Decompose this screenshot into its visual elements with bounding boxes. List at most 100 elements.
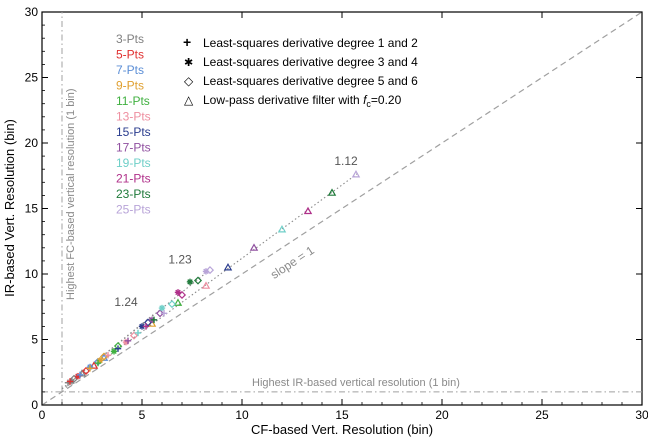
data-point-diamond bbox=[81, 366, 91, 375]
data-point-diamond bbox=[177, 290, 187, 300]
data-point-plus bbox=[150, 316, 158, 324]
data-point-diamond bbox=[193, 276, 203, 285]
y-axis-label: IR-based Vert. Resolution (bin) bbox=[2, 119, 17, 297]
filter-legend-item-2: ✱ Least-squares derivative degree 3 and … bbox=[184, 55, 418, 69]
data-point-plus bbox=[134, 329, 142, 337]
series-legend-item: 13-Pts bbox=[116, 110, 151, 124]
data-point-triangle bbox=[173, 298, 183, 306]
data-point-plus bbox=[86, 365, 94, 372]
y-tick-label: 0 bbox=[31, 398, 38, 412]
point-shape bbox=[167, 300, 177, 309]
y-tick-label: 25 bbox=[25, 71, 39, 85]
data-point-asterisk bbox=[158, 304, 166, 312]
point-shape bbox=[129, 331, 139, 340]
data-point-plus bbox=[160, 310, 168, 317]
series-legend-item: 7-Pts bbox=[116, 63, 144, 77]
filter-legend-label: Low-pass derivative filter with fc=0.20 bbox=[203, 93, 402, 109]
data-point-diamond bbox=[167, 300, 177, 309]
series-legend-item: 17-Pts bbox=[116, 141, 151, 155]
fc-subscript: c bbox=[366, 99, 371, 109]
y-tick-label: 5 bbox=[31, 333, 38, 347]
data-point-triangle bbox=[277, 225, 287, 233]
axis-ticks: 0 5 10 15 20 25 30 0 5 10 15 20 25 30 bbox=[25, 5, 648, 422]
x-tick-label: 0 bbox=[39, 408, 46, 422]
asterisk-symbol-icon: ✱ bbox=[184, 57, 193, 69]
point-stroke bbox=[175, 289, 181, 296]
point-stroke bbox=[187, 279, 193, 285]
y-tick-label: 10 bbox=[25, 267, 39, 281]
fc-symbol: f bbox=[363, 93, 368, 107]
data-point-triangle bbox=[327, 188, 337, 196]
series-legend-item: 19-Pts bbox=[116, 156, 151, 170]
point-shape bbox=[327, 188, 337, 196]
reference-lines bbox=[41, 11, 643, 406]
data-point-plus bbox=[104, 352, 112, 359]
point-stroke bbox=[159, 305, 165, 311]
filter-legend-item-4: △ Low-pass derivative filter with fc=0.2… bbox=[184, 93, 402, 109]
ir-limit-label: Highest IR-based vertical resolution (1 … bbox=[252, 377, 460, 389]
filter-legend-text: Low-pass derivative filter with bbox=[203, 93, 363, 107]
triangle-symbol-icon: △ bbox=[184, 93, 194, 107]
y-tick-label: 30 bbox=[25, 5, 39, 19]
filter-legend-item-1: + Least-squares derivative degree 1 and … bbox=[183, 34, 418, 50]
fc-limit-label: Highest FC-based vertical resolution (1 … bbox=[65, 88, 77, 300]
data-point-asterisk bbox=[174, 289, 182, 296]
data-point-plus bbox=[76, 371, 84, 379]
data-point-plus bbox=[124, 337, 132, 345]
filter-legend-label: Least-squares derivative degree 5 and 6 bbox=[203, 74, 418, 88]
series-legend-item: 11-Pts bbox=[116, 94, 150, 108]
point-shape bbox=[223, 263, 233, 271]
data-point-diamond bbox=[129, 331, 139, 340]
point-stroke bbox=[111, 348, 117, 355]
x-tick-label: 5 bbox=[139, 408, 146, 422]
point-shape bbox=[173, 298, 183, 306]
data-point-plus bbox=[114, 345, 122, 352]
data-point-triangle bbox=[223, 263, 233, 271]
filter-legend-item-3: ◇ Least-squares derivative degree 5 and … bbox=[184, 74, 418, 88]
data-point-diamond bbox=[155, 309, 165, 318]
filter-legend-label: Least-squares derivative degree 3 and 4 bbox=[203, 55, 418, 69]
data-point-triangle bbox=[201, 281, 211, 289]
fit-slope-label: 1.23 bbox=[168, 252, 192, 266]
data-point-asterisk bbox=[110, 348, 118, 355]
fit-slope-label: 1.24 bbox=[114, 295, 138, 309]
series-legend-item: 15-Pts bbox=[116, 125, 151, 139]
data-point-plus bbox=[66, 378, 74, 385]
plus-symbol-icon: + bbox=[183, 34, 191, 50]
series-legend-item: 9-Pts bbox=[116, 79, 144, 93]
filter-legend-label: Least-squares derivative degree 1 and 2 bbox=[203, 36, 418, 50]
point-shape bbox=[249, 243, 259, 251]
x-tick-label: 30 bbox=[635, 408, 648, 422]
data-point-diamond bbox=[205, 266, 215, 275]
series-legend-item: 3-Pts bbox=[116, 32, 144, 46]
point-shape bbox=[351, 170, 361, 178]
fit-slope-label: 1.12 bbox=[334, 154, 358, 168]
point-shape bbox=[205, 266, 215, 275]
x-tick-label: 15 bbox=[335, 408, 349, 422]
data-point-plus bbox=[94, 359, 102, 367]
series-legend-item: 25-Pts bbox=[116, 203, 151, 217]
point-shape bbox=[277, 225, 287, 233]
data-point-triangle bbox=[303, 206, 313, 215]
point-shape bbox=[81, 366, 91, 375]
point-shape bbox=[201, 281, 211, 289]
x-tick-label: 25 bbox=[535, 408, 549, 422]
point-stroke bbox=[139, 323, 145, 330]
x-tick-label: 10 bbox=[235, 408, 249, 422]
point-shape bbox=[177, 290, 187, 300]
point-shape bbox=[155, 309, 165, 318]
data-point-plus bbox=[142, 323, 150, 330]
point-shape bbox=[193, 276, 203, 285]
series-legend-item: 5-Pts bbox=[116, 48, 144, 62]
y-tick-label: 20 bbox=[25, 136, 39, 150]
series-legend-item: 23-Pts bbox=[116, 187, 151, 201]
slope-label: slope = 1 bbox=[268, 243, 317, 282]
series-legend-item: 21-Pts bbox=[116, 172, 151, 186]
fit-line bbox=[61, 270, 209, 390]
data-marks bbox=[64, 170, 361, 386]
x-tick-label: 20 bbox=[435, 408, 449, 422]
diamond-symbol-icon: ◇ bbox=[184, 74, 194, 88]
data-point-triangle bbox=[351, 170, 361, 178]
